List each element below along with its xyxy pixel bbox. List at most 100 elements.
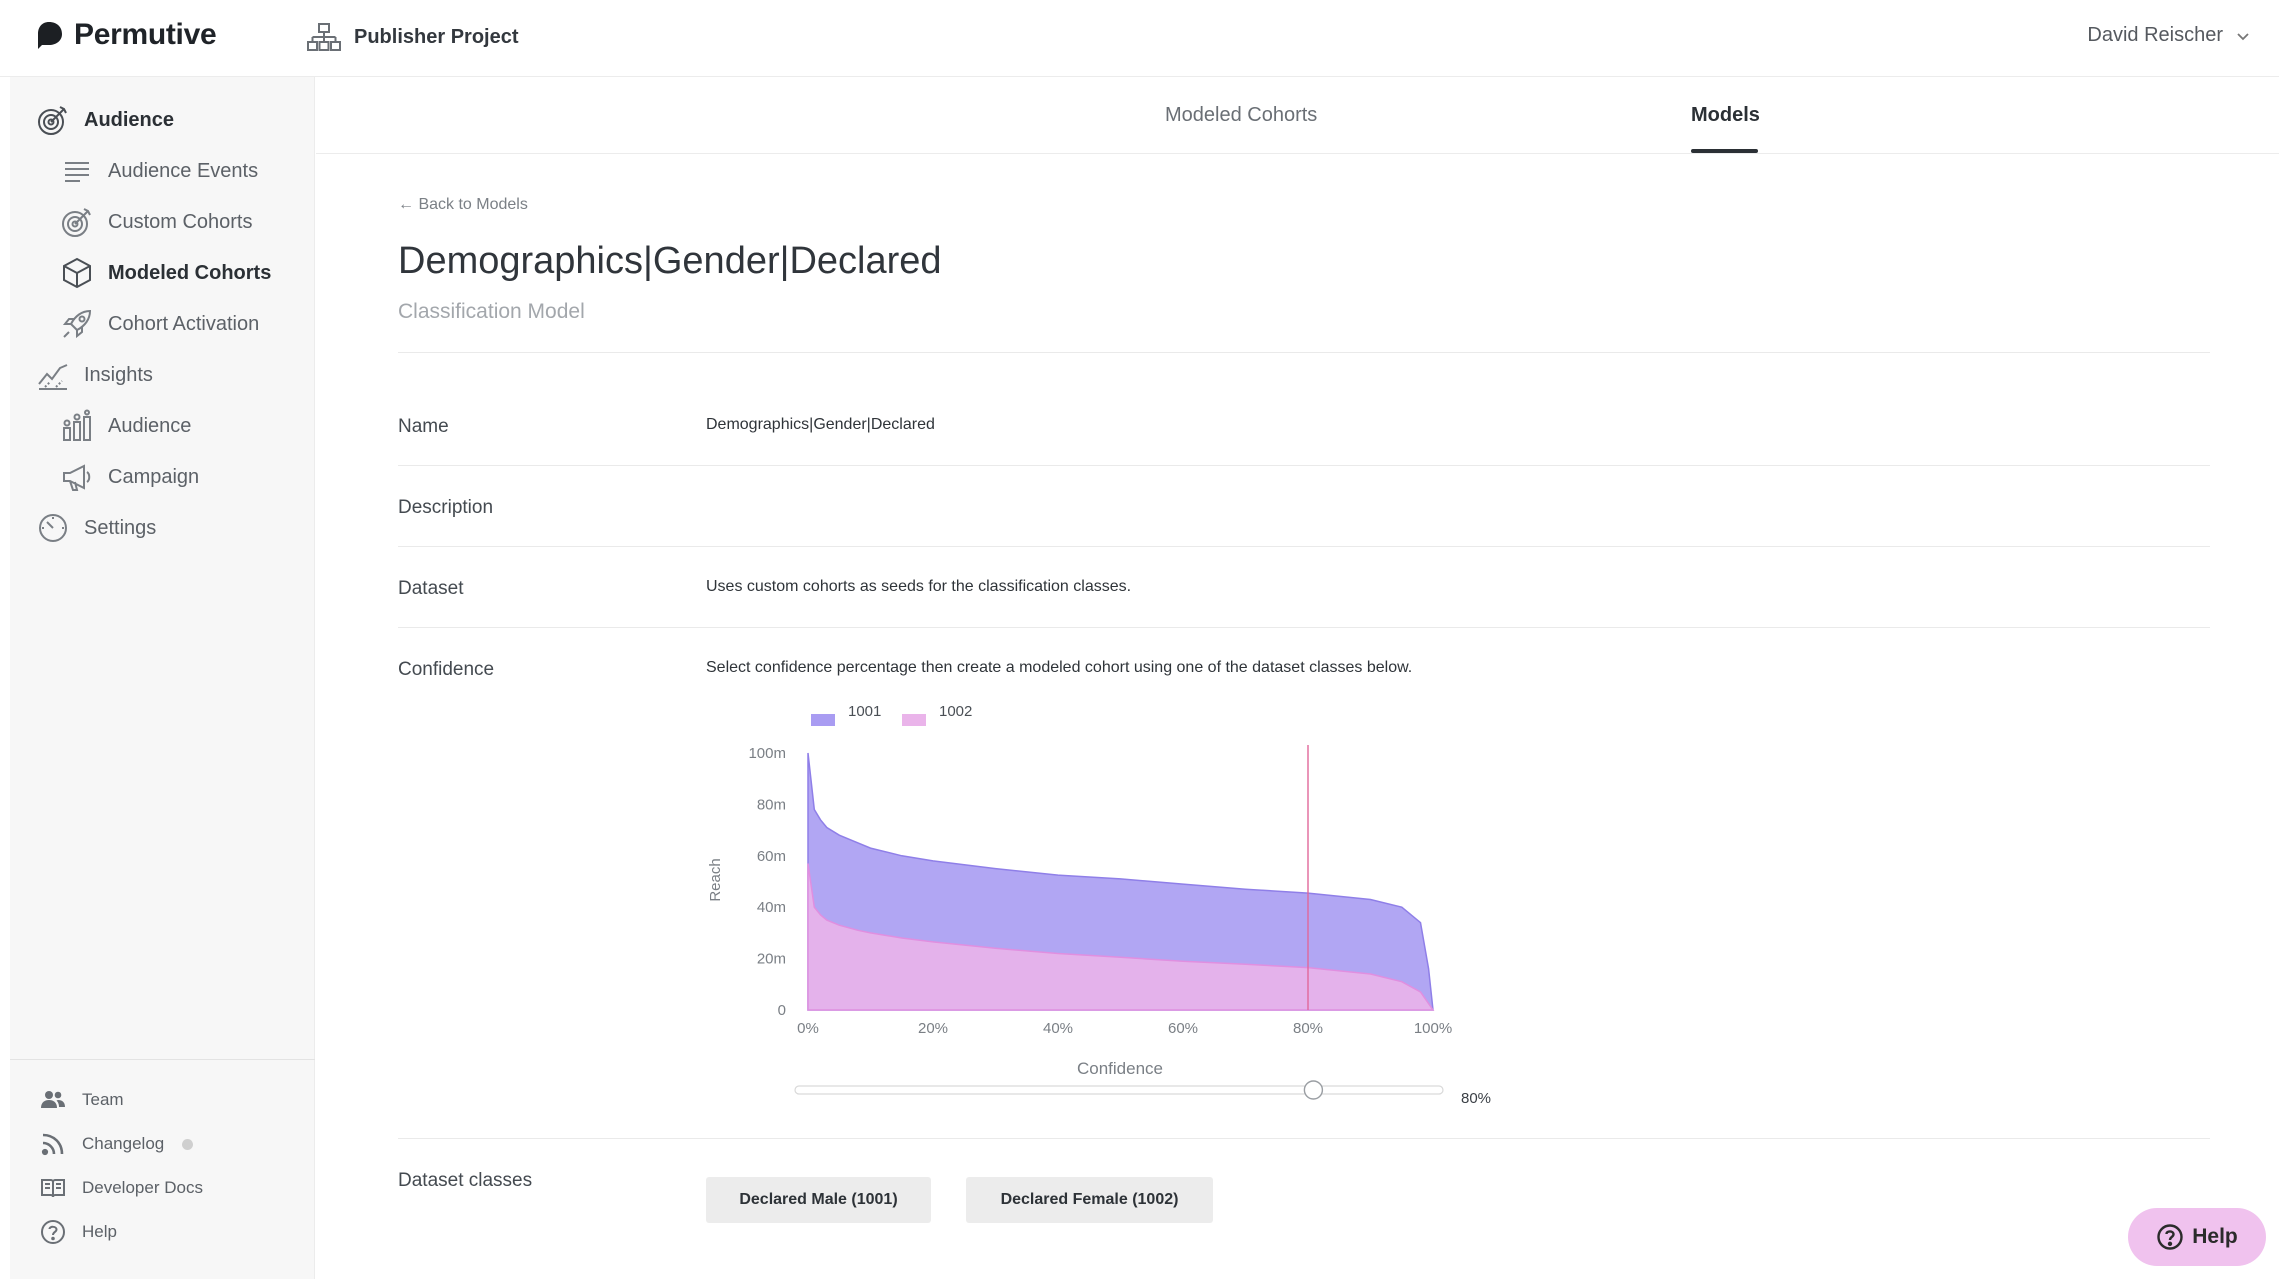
- sidebar-item-label: Modeled Cohorts: [108, 261, 272, 284]
- y-tick-label: 0: [778, 1002, 786, 1019]
- series-area-1002: [807, 863, 1435, 1011]
- confidence-description: Select confidence percentage then create…: [706, 659, 1413, 676]
- sidebar-item-modeled-cohorts[interactable]: Modeled Cohorts: [60, 256, 271, 290]
- sidebar-item-custom-cohorts[interactable]: Custom Cohorts: [60, 205, 253, 239]
- chevron-down-icon: [2237, 32, 2249, 40]
- footer-item-developer-docs[interactable]: Developer Docs: [40, 1175, 203, 1201]
- legend-label: 1002: [939, 703, 972, 720]
- sidebar-item-label: Audience: [108, 414, 192, 437]
- bar-people-icon: [63, 409, 91, 441]
- legend-label: 1001: [848, 703, 881, 720]
- divider: [398, 1138, 2210, 1139]
- legend-swatch-1002: [902, 714, 926, 726]
- divider: [398, 465, 2210, 466]
- sidebar-item-settings[interactable]: Settings: [36, 511, 156, 545]
- footer-item-team[interactable]: Team: [40, 1087, 124, 1113]
- name-value: Demographics|Gender|Declared: [706, 416, 935, 433]
- lines-icon: [65, 162, 89, 182]
- gauge-icon: [39, 514, 67, 542]
- page-title: Demographics|Gender|Declared: [398, 240, 942, 282]
- confidence-slider-handle[interactable]: [1303, 1080, 1324, 1100]
- sidebar-item-label: Settings: [84, 516, 157, 539]
- confidence-slider-track: [794, 1085, 1444, 1095]
- book-icon: [41, 1179, 65, 1198]
- user-name: David Reischer: [2087, 24, 2223, 46]
- target-icon: [62, 208, 91, 237]
- sidebar-item-campaign[interactable]: Campaign: [60, 460, 199, 494]
- dataset-label: Dataset: [398, 578, 464, 599]
- question-icon: [2157, 1224, 2183, 1250]
- divider: [398, 546, 2210, 547]
- brand[interactable]: Permutive: [34, 18, 217, 52]
- confidence-reach-chart: 0 20m 40m 60m 80m 100m 0% 20% 40% 60% 80% 100% Confi…: [707, 703, 1452, 1100]
- unread-dot: [182, 1138, 194, 1150]
- footer-item-label: Changelog: [82, 1134, 165, 1153]
- rocket-icon: [62, 309, 92, 339]
- sidebar-item-label: Campaign: [108, 465, 200, 488]
- declared-male-button[interactable]: Declared Male (1001): [706, 1177, 931, 1223]
- cube-icon: [63, 257, 91, 289]
- confidence-label: Confidence: [398, 659, 495, 680]
- sidebar-item-audience-events[interactable]: Audience Events: [60, 154, 258, 188]
- divider: [398, 352, 2210, 353]
- sidebar-item-label: Cohort Activation: [108, 312, 260, 335]
- sidebar-item-insights[interactable]: Insights: [36, 358, 153, 392]
- dataset-value: Uses custom cohorts as seeds for the cla…: [706, 578, 1132, 595]
- sidebar: Audience Audience Events Custom Cohorts …: [10, 77, 315, 1279]
- x-tick-label: 60%: [1168, 1020, 1198, 1037]
- tab-bar: Modeled Cohorts Models: [316, 77, 2279, 154]
- slider-value-label: 80%: [1461, 1090, 1492, 1107]
- org-chart-icon: [307, 23, 341, 51]
- footer-item-label: Help: [82, 1222, 117, 1241]
- back-to-models-link[interactable]: ← Back to Models: [398, 196, 528, 213]
- trend-icon: [38, 364, 68, 390]
- brand-name: Permutive: [74, 18, 217, 51]
- legend-swatch-1001: [811, 714, 835, 726]
- tab-models[interactable]: Models: [1691, 104, 1760, 126]
- page-subtitle: Classification Model: [398, 300, 585, 323]
- rss-icon: [41, 1133, 64, 1156]
- declared-female-button[interactable]: Declared Female (1002): [966, 1177, 1213, 1223]
- sidebar-item-cohort-activation[interactable]: Cohort Activation: [60, 307, 259, 341]
- footer-item-label: Developer Docs: [82, 1178, 203, 1197]
- y-tick-label: 20m: [757, 951, 786, 968]
- user-menu[interactable]: David Reischer: [2087, 24, 2251, 47]
- x-tick-label: 80%: [1293, 1020, 1323, 1037]
- sidebar-item-audience[interactable]: Audience: [36, 103, 174, 137]
- sidebar-item-label: Audience: [84, 108, 175, 131]
- y-tick-label: 100m: [748, 745, 786, 762]
- sidebar-item-label: Custom Cohorts: [108, 210, 253, 233]
- footer-item-help[interactable]: Help: [40, 1219, 117, 1245]
- divider: [398, 627, 2210, 628]
- sidebar-item-label: Insights: [84, 363, 153, 386]
- target-icon: [38, 106, 67, 135]
- x-tick-label: 20%: [918, 1020, 948, 1037]
- people-icon: [41, 1091, 65, 1108]
- description-label: Description: [398, 497, 494, 518]
- help-button-label: Help: [2192, 1225, 2238, 1248]
- y-axis-label: Reach: [707, 858, 724, 901]
- dataset-classes-label: Dataset classes: [398, 1170, 533, 1191]
- active-tab-indicator: [1691, 149, 1758, 153]
- tab-modeled-cohorts[interactable]: Modeled Cohorts: [1165, 104, 1318, 126]
- x-tick-label: 100%: [1414, 1020, 1452, 1037]
- footer-item-changelog[interactable]: Changelog: [40, 1131, 194, 1157]
- y-tick-label: 40m: [757, 899, 786, 916]
- top-bar: Permutive Publisher Project David Reisch…: [0, 0, 2279, 77]
- sidebar-divider: [10, 1059, 315, 1060]
- name-label: Name: [398, 416, 449, 437]
- x-tick-label: 40%: [1043, 1020, 1073, 1037]
- permutive-logo-icon: [38, 22, 62, 49]
- question-icon: [41, 1220, 65, 1244]
- help-button[interactable]: Help: [2128, 1208, 2266, 1266]
- y-tick-label: 80m: [757, 796, 786, 813]
- project-selector[interactable]: Publisher Project: [306, 22, 519, 52]
- x-tick-label: 0%: [797, 1020, 819, 1037]
- megaphone-icon: [63, 464, 91, 491]
- x-axis-label: Confidence: [1077, 1059, 1163, 1078]
- project-name: Publisher Project: [354, 25, 519, 48]
- sidebar-item-label: Audience Events: [108, 159, 259, 182]
- footer-item-label: Team: [82, 1090, 124, 1109]
- y-tick-label: 60m: [757, 848, 786, 865]
- sidebar-item-insights-audience[interactable]: Audience: [60, 409, 191, 443]
